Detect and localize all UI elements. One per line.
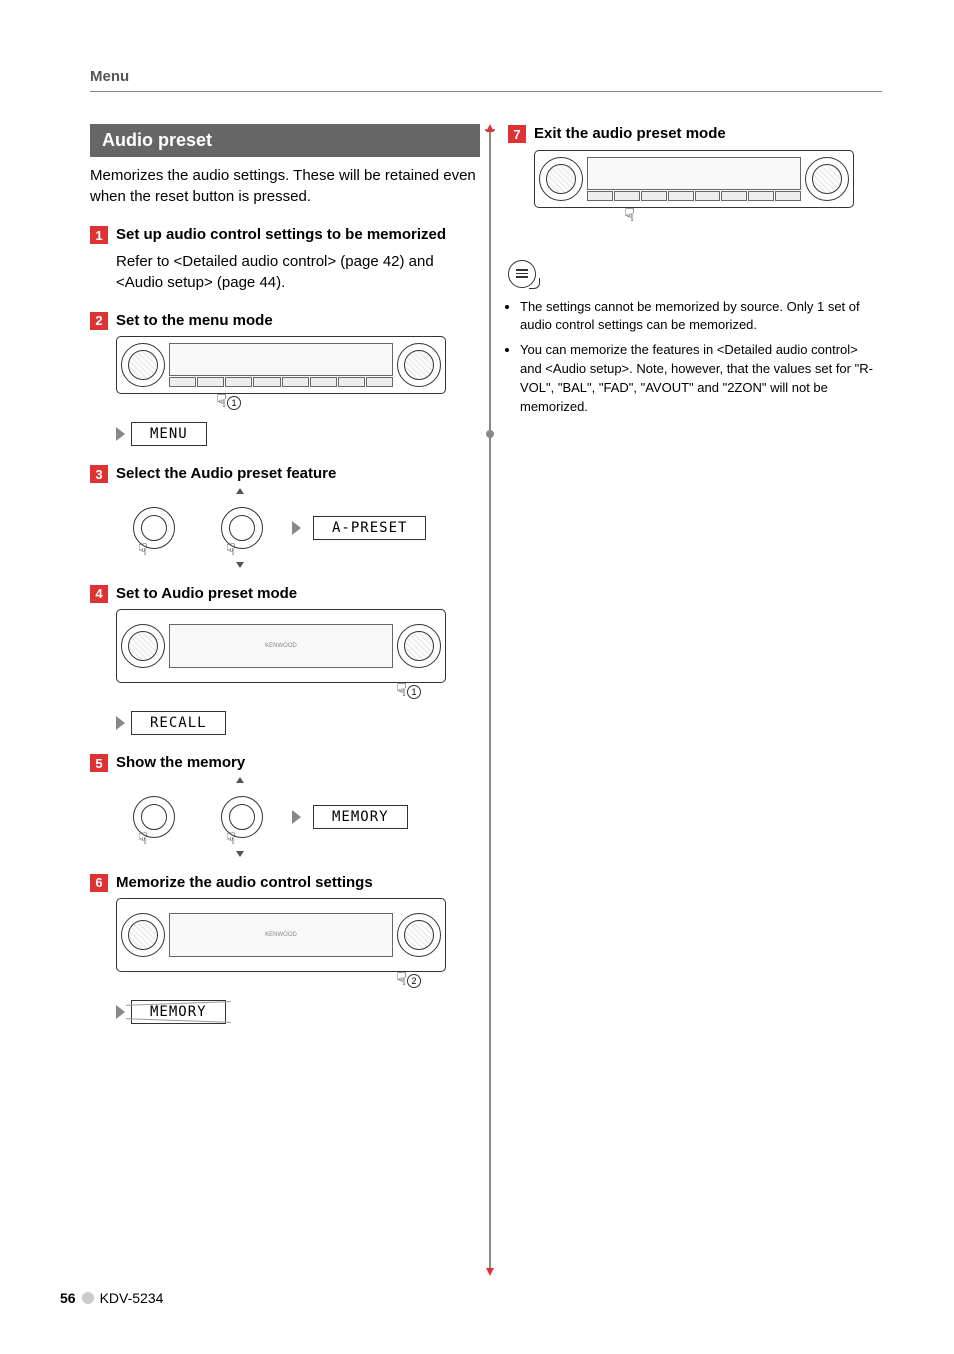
step-number-badge: 1 [90, 226, 108, 244]
display-label-box: MEMORY [313, 805, 408, 829]
hand-pointer-icon: ☟ [226, 829, 236, 849]
vertical-flow-bar [489, 130, 491, 1270]
step-body: Refer to <Detailed audio control> (page … [116, 251, 480, 293]
right-column: 7 Exit the audio preset mode ☟ The setti… [508, 124, 878, 1042]
step-number-badge: 4 [90, 585, 108, 603]
triangle-right-icon [292, 810, 301, 824]
hold-indicator: 1 [227, 396, 241, 410]
step-number-badge: 6 [90, 874, 108, 892]
step-title: Select the Audio preset feature [116, 464, 336, 484]
page-footer: 56 KDV-5234 [60, 1290, 163, 1306]
right-knob-icon [397, 343, 441, 387]
step-7: 7 Exit the audio preset mode ☟ [508, 124, 878, 226]
step-number-badge: 7 [508, 125, 526, 143]
device-diagram [534, 150, 854, 208]
section-intro: Memorizes the audio settings. These will… [90, 165, 480, 207]
device-screen: KENWOOD [169, 913, 393, 957]
right-knob-icon [397, 913, 441, 957]
device-diagram: KENWOOD [116, 898, 446, 972]
note-item: You can memorize the features in <Detail… [520, 341, 878, 416]
step-title: Set up audio control settings to be memo… [116, 225, 446, 245]
hand-pointer-icon: ☟ [226, 540, 236, 560]
model-number: KDV-5234 [100, 1290, 164, 1306]
device-diagram [116, 336, 446, 394]
device-button-row [587, 191, 801, 201]
hand-pointer-icon: ☟ [624, 205, 635, 226]
device-diagram: KENWOOD [116, 609, 446, 683]
step-5: 5 Show the memory ☟ ☟ MEMORY [90, 753, 480, 855]
section-title: Audio preset [90, 124, 480, 157]
hand-pointer-icon: ☟ [396, 969, 407, 990]
hand-pointer-icon: ☟ [138, 829, 148, 849]
device-button-row [169, 377, 393, 387]
hold-indicator: 1 [407, 685, 421, 699]
left-knob-icon [121, 624, 165, 668]
page-number: 56 [60, 1290, 76, 1306]
display-label-box: RECALL [131, 711, 226, 735]
left-knob-icon [539, 157, 583, 201]
device-screen: KENWOOD [169, 624, 393, 668]
display-label-box: MEMORY [131, 1000, 226, 1024]
hand-pointer-icon: ☟ [138, 540, 148, 560]
step-title: Memorize the audio control settings [116, 873, 373, 893]
left-knob-icon [121, 913, 165, 957]
display-label-box: A-PRESET [313, 516, 426, 540]
triangle-right-icon [292, 521, 301, 535]
page-section-header: Menu [90, 68, 882, 92]
triangle-right-icon [116, 427, 125, 441]
step-number-badge: 2 [90, 312, 108, 330]
step-number-badge: 5 [90, 754, 108, 772]
left-knob-icon [121, 343, 165, 387]
triangle-right-icon [116, 1005, 125, 1019]
right-knob-icon [805, 157, 849, 201]
step-title: Set to the menu mode [116, 311, 273, 331]
notes-list: The settings cannot be memorized by sour… [508, 298, 878, 417]
knob-updown-diagram: ☟ [204, 779, 280, 855]
footer-dot-icon [82, 1292, 94, 1304]
step-title: Set to Audio preset mode [116, 584, 297, 604]
knob-push-diagram: ☟ [116, 490, 192, 566]
hold-indicator: 2 [407, 974, 421, 988]
hand-pointer-icon: ☟ [396, 680, 407, 701]
step-title: Show the memory [116, 753, 245, 773]
left-column: Audio preset Memorizes the audio setting… [90, 124, 480, 1042]
step-3: 3 Select the Audio preset feature ☟ ☟ A-… [90, 464, 480, 566]
device-screen [587, 157, 801, 190]
step-2: 2 Set to the menu mode ☟1 MENU [90, 311, 480, 447]
display-label-box: MENU [131, 422, 207, 446]
knob-push-diagram: ☟ [116, 779, 192, 855]
right-knob-icon [397, 624, 441, 668]
note-icon [508, 260, 536, 288]
step-6: 6 Memorize the audio control settings KE… [90, 873, 480, 1025]
note-item: The settings cannot be memorized by sour… [520, 298, 878, 336]
step-4: 4 Set to Audio preset mode KENWOOD ☟1 RE… [90, 584, 480, 736]
step-title: Exit the audio preset mode [534, 124, 726, 144]
hand-pointer-icon: ☟ [216, 391, 227, 412]
step-number-badge: 3 [90, 465, 108, 483]
triangle-right-icon [116, 716, 125, 730]
knob-updown-diagram: ☟ [204, 490, 280, 566]
step-1: 1 Set up audio control settings to be me… [90, 225, 480, 293]
device-screen [169, 343, 393, 376]
